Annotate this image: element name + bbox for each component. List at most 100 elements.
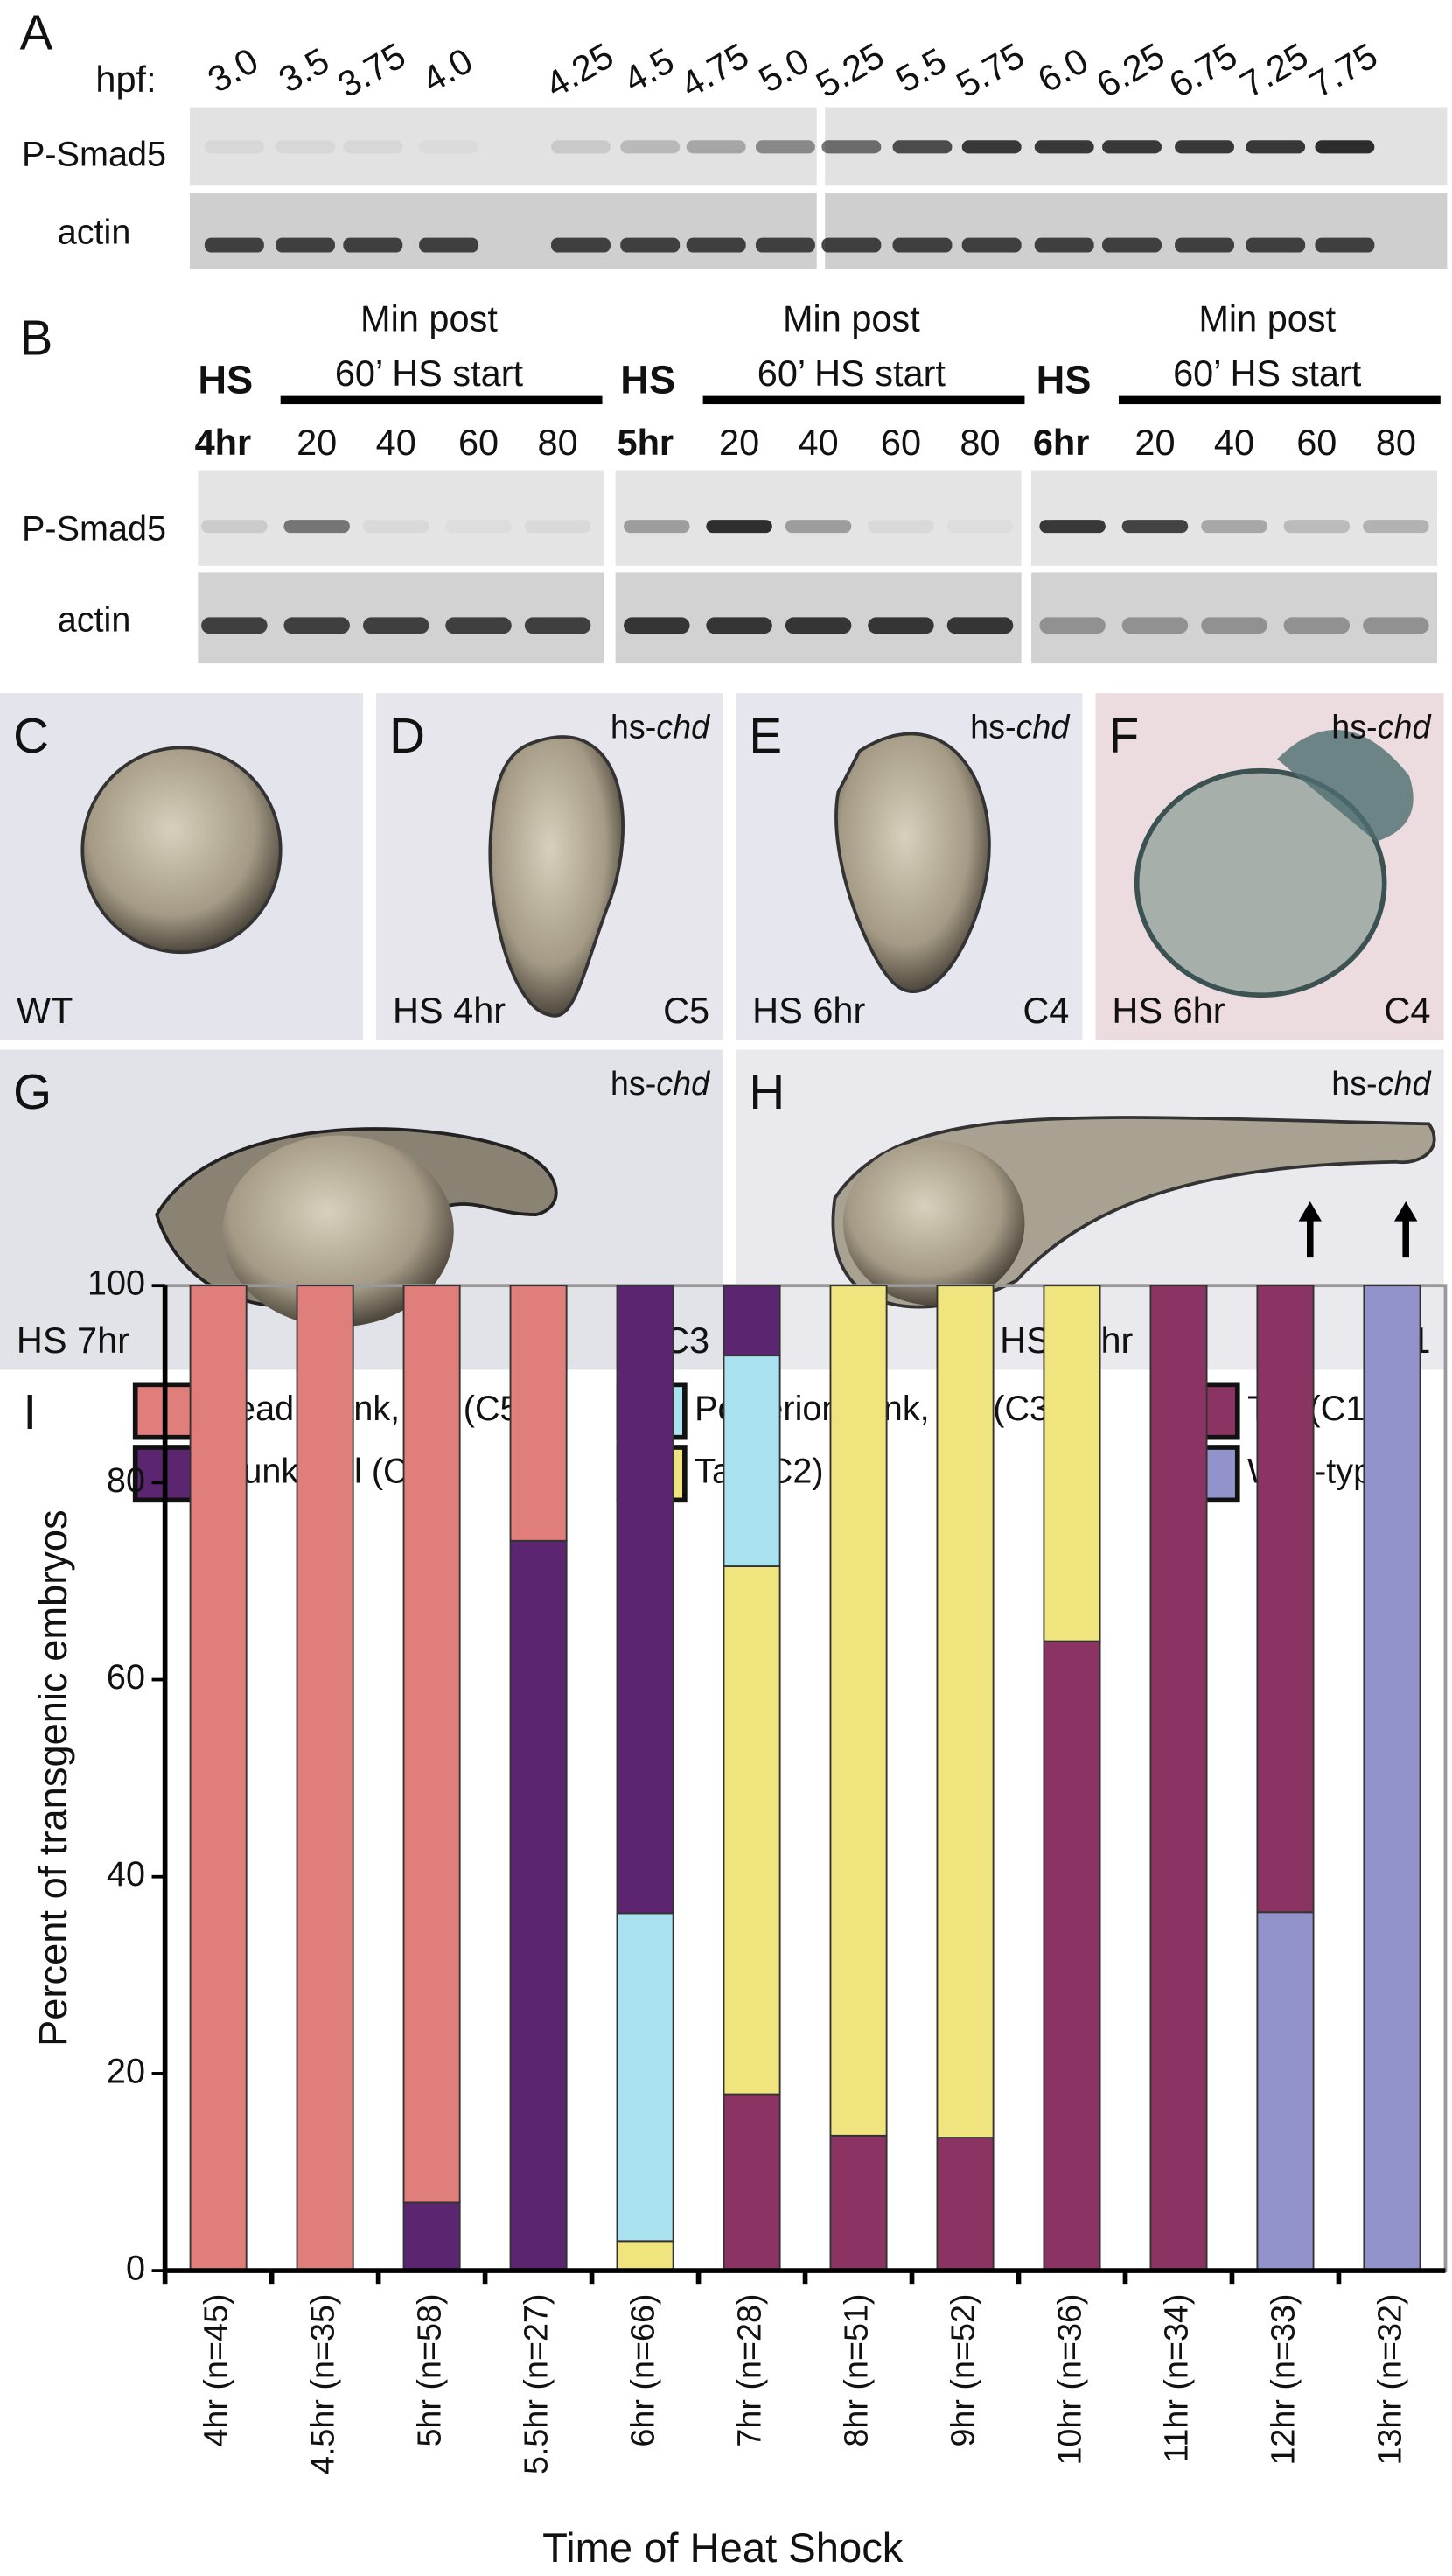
band [1102, 237, 1162, 253]
stage-label: 4hr [195, 422, 252, 463]
x-tick-label: 13hr (n=32) [1371, 2293, 1407, 2465]
embryo [1277, 730, 1414, 842]
minute-label: 40 [376, 422, 416, 463]
x-tick-label: 5hr (n=58) [411, 2293, 448, 2446]
panel-letter: D [389, 708, 425, 763]
bar-segment [509, 1284, 568, 1542]
band [961, 140, 1022, 154]
minute-label: 40 [799, 422, 839, 463]
construct-label: hs-chd [1331, 709, 1431, 746]
band [363, 520, 429, 534]
panel-letter: A [20, 4, 53, 60]
construct-gene: chd [1016, 709, 1071, 746]
x-tick-label: 6hr (n=66) [625, 2293, 661, 2446]
bar-segment [936, 2137, 995, 2272]
bracket [702, 396, 1025, 405]
panel-letter: C [13, 708, 49, 763]
band [204, 140, 264, 154]
band [1283, 617, 1351, 634]
band [551, 237, 611, 253]
y-tick-label: 100 [87, 1264, 145, 1303]
x-tick-label: 8hr (n=51) [838, 2293, 875, 2446]
band [624, 520, 690, 534]
hs-label: HS [198, 358, 253, 402]
band [419, 140, 478, 153]
minute-label: 60 [881, 422, 921, 463]
yolk [222, 1135, 454, 1327]
lane-label: 5.5 [889, 39, 953, 101]
minute-label: 40 [1214, 422, 1254, 463]
construct-gene: chd [1378, 709, 1432, 746]
band [276, 237, 335, 253]
class-label: C4 [1023, 990, 1069, 1031]
x-tick-label: 4hr (n=45) [198, 2293, 234, 2446]
x-tick-label: 4.5hr (n=35) [304, 2293, 341, 2474]
y-axis-label: Percent of transgenic embryos [31, 1509, 75, 2047]
lane-label: 5.25 [809, 34, 890, 105]
bar-segment [509, 1539, 568, 2272]
bracket [1118, 396, 1441, 405]
bar-segment [1363, 1284, 1421, 2272]
bar-segment [829, 1284, 888, 2137]
bar-segment [829, 2134, 888, 2272]
class-label: C5 [663, 990, 709, 1031]
bar-segment [189, 1284, 248, 2272]
construct-prefix: hs- [611, 709, 656, 746]
minute-label: 80 [960, 422, 1000, 463]
band [755, 140, 815, 154]
band [686, 237, 746, 253]
caption: Min post [783, 298, 920, 340]
band [706, 520, 772, 534]
lane-label: 3.5 [271, 39, 335, 101]
axis-label: hpf: [95, 59, 156, 100]
x-axis-label: Time of Heat Shock [542, 2524, 904, 2571]
construct-prefix: hs- [1331, 709, 1377, 746]
band [1121, 520, 1189, 534]
arrow [1298, 1200, 1322, 1258]
lane-label: 4.25 [539, 34, 620, 105]
band [1102, 140, 1162, 154]
construct-prefix: hs- [970, 709, 1016, 746]
panel-letter: I [23, 1384, 37, 1439]
yolk [842, 1140, 1025, 1306]
bracket [280, 396, 603, 405]
caption: 60’ HS start [335, 353, 524, 394]
band [524, 617, 591, 634]
band [1175, 140, 1234, 154]
bar-segment [1256, 1284, 1315, 1914]
minute-label: 20 [297, 422, 337, 463]
lane-label: 7.75 [1302, 34, 1384, 105]
stage-label: HS 6hr [752, 990, 865, 1031]
band [445, 617, 512, 634]
legend-label: Head, trunk, tail (C5) [211, 1390, 530, 1428]
band [624, 617, 690, 634]
row-label: P-Smad5 [22, 136, 166, 174]
minute-label: 60 [458, 422, 499, 463]
blot [1030, 572, 1438, 664]
construct-gene: chd [656, 1065, 710, 1102]
band [1283, 520, 1351, 534]
band [1363, 617, 1429, 634]
lane-label: 6.25 [1090, 34, 1171, 105]
caption: 60’ HS start [757, 353, 946, 394]
plot-frame [163, 1284, 1448, 2272]
band [1201, 520, 1267, 534]
bar-segment [723, 1354, 781, 1568]
band [620, 237, 681, 253]
band [755, 237, 815, 253]
y-tick-label: 40 [107, 1855, 145, 1894]
blot [189, 192, 817, 270]
bar-segment [723, 1565, 781, 2096]
band [892, 237, 953, 253]
band [204, 237, 264, 253]
band [1246, 237, 1306, 253]
panel-letter: E [749, 708, 782, 763]
construct-label: hs-chd [611, 709, 710, 746]
band [868, 520, 934, 534]
caption: Min post [1198, 298, 1336, 340]
bar-segment [616, 1912, 674, 2243]
bar-segment [616, 2240, 674, 2272]
bar-segment [936, 1284, 995, 2139]
stage-label: 6hr [1033, 422, 1090, 463]
